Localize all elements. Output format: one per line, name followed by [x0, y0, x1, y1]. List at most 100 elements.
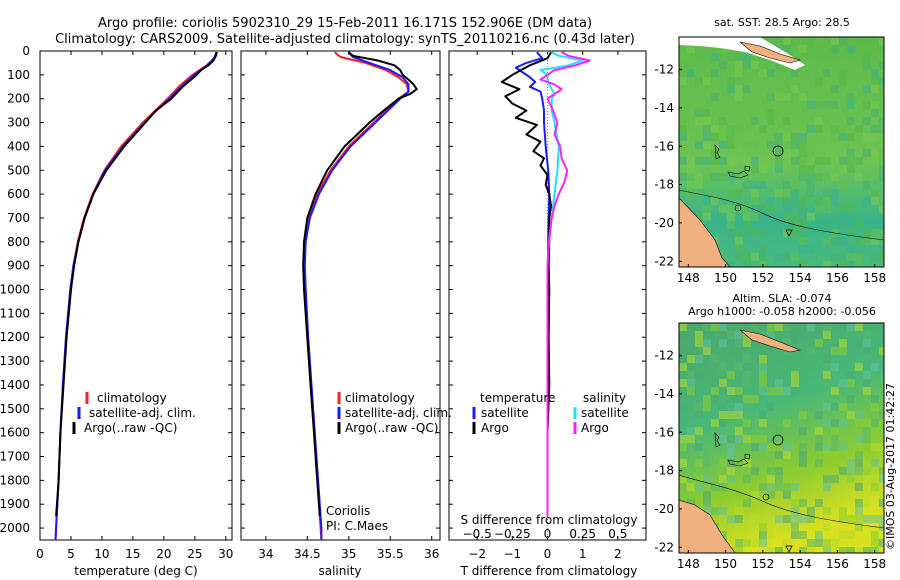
map-cell — [815, 117, 823, 125]
map-cell — [687, 165, 695, 173]
map-y-tick-label: -22 — [654, 254, 674, 268]
map-cell — [727, 85, 735, 93]
map-cell — [791, 499, 799, 507]
map-cell — [847, 205, 855, 213]
map-cell — [823, 523, 831, 531]
map-cell — [791, 379, 799, 387]
depth-tick-label: 900 — [7, 259, 30, 273]
map-cell — [855, 93, 863, 101]
map-cell — [751, 117, 759, 125]
map-cell — [767, 475, 775, 483]
sst-land-png — [739, 41, 802, 64]
map-cell — [759, 355, 767, 363]
sla-map-title-2: Argo h1000: -0.058 h2000: -0.056 — [688, 305, 876, 318]
map-cell — [871, 197, 879, 205]
map-cell — [807, 547, 815, 553]
legend-label-sal-satellite: satellite — [581, 406, 629, 420]
map-cell — [839, 387, 847, 395]
map-cell — [823, 419, 831, 427]
map-cell — [823, 117, 831, 125]
depth-tick-label: 1100 — [0, 306, 30, 320]
map-cell — [695, 213, 703, 221]
sla-reefs-coral-sea — [714, 432, 751, 467]
depth-tick-label: 1500 — [0, 402, 30, 416]
map-cell — [871, 189, 879, 197]
map-cell — [759, 379, 767, 387]
map-cell — [703, 197, 711, 205]
map-cell — [703, 395, 711, 403]
map-cell — [695, 443, 703, 451]
map-cell — [839, 261, 847, 267]
map-cell — [799, 213, 807, 221]
map-cell — [863, 197, 871, 205]
map-cell — [823, 475, 831, 483]
map-cell — [727, 467, 735, 475]
map-cell — [767, 117, 775, 125]
map-cell — [807, 331, 815, 339]
map-cell — [831, 133, 839, 141]
map-cell — [711, 133, 719, 141]
map-cell — [863, 515, 871, 523]
map-cell — [839, 133, 847, 141]
map-cell — [783, 483, 791, 491]
map-cell — [815, 205, 823, 213]
map-cell — [831, 451, 839, 459]
difference-series-3-line — [539, 51, 591, 517]
map-cell — [807, 117, 815, 125]
map-cell — [823, 371, 831, 379]
map-cell — [687, 323, 695, 331]
legend-label-argo: Argo(..raw -QC) — [345, 421, 438, 435]
map-cell — [799, 411, 807, 419]
map-cell — [823, 197, 831, 205]
map-cell — [879, 125, 884, 133]
map-cell — [735, 125, 743, 133]
sla-reef-triangle — [785, 545, 793, 553]
map-cell — [703, 475, 711, 483]
map-cell — [687, 69, 695, 77]
depth-tick-label: 700 — [7, 211, 30, 225]
map-cell — [791, 181, 799, 189]
map-cell — [727, 411, 735, 419]
map-cell — [703, 213, 711, 221]
map-cell — [735, 547, 743, 553]
map-cell — [687, 499, 695, 507]
map-cell — [679, 173, 687, 181]
map-cell — [879, 245, 884, 253]
map-y-tick-label: -16 — [654, 425, 674, 439]
map-cell — [871, 483, 879, 491]
map-cell — [791, 507, 799, 515]
map-cell — [735, 515, 743, 523]
map-cell — [831, 173, 839, 181]
map-cell — [823, 451, 831, 459]
map-cell — [871, 237, 879, 245]
map-cell — [863, 419, 871, 427]
map-cell — [871, 101, 879, 109]
map-cell — [863, 331, 871, 339]
figure-subtitle: Climatology: CARS2009. Satellite-adjuste… — [55, 32, 635, 47]
map-cell — [863, 347, 871, 355]
map-cell — [863, 387, 871, 395]
map-cell — [847, 165, 855, 173]
map-cell — [703, 109, 711, 117]
map-cell — [711, 379, 719, 387]
map-cell — [743, 499, 751, 507]
map-cell — [703, 347, 711, 355]
map-cell — [719, 435, 727, 443]
axes-layer: 0100200300400500600700800900100011001200… — [0, 44, 646, 561]
map-cell — [695, 109, 703, 117]
map-cell — [807, 173, 815, 181]
map-cell — [743, 419, 751, 427]
map-cell — [695, 339, 703, 347]
map-cell — [847, 379, 855, 387]
map-cell — [871, 443, 879, 451]
map-cell — [847, 149, 855, 157]
map-cell — [799, 165, 807, 173]
map-cell — [791, 85, 799, 93]
map-cell — [831, 237, 839, 245]
map-cell — [839, 403, 847, 411]
map-cell — [767, 491, 775, 499]
map-cell — [695, 475, 703, 483]
map-cell — [751, 165, 759, 173]
map-cell — [735, 387, 743, 395]
map-cell — [823, 237, 831, 245]
